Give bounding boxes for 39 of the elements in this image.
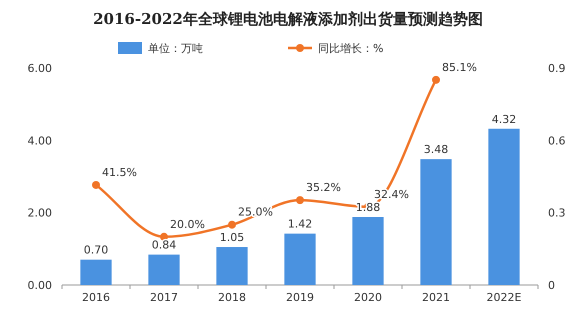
data-label: 1.05	[220, 231, 244, 244]
y-tick-label: 2.00	[28, 206, 52, 220]
data-label: 41.5%	[102, 166, 137, 179]
data-label: 4.32	[492, 112, 516, 126]
y-tick-label: 4.00	[28, 134, 52, 148]
bar	[148, 254, 180, 285]
data-label: 35.2%	[306, 181, 341, 194]
data-label: 0.70	[84, 244, 108, 257]
chart-title: 2016-2022年全球锂电池电解液添加剂出货量预测趋势图	[93, 10, 483, 28]
data-label: 1.42	[288, 218, 312, 231]
y-tick-label: 0.00	[28, 279, 52, 292]
x-tick-label: 2021	[422, 291, 450, 304]
y2-tick-label: 0	[548, 279, 555, 292]
legend-label: 单位：万吨	[148, 42, 203, 55]
x-tick-label: 2019	[286, 291, 314, 304]
point	[432, 76, 440, 84]
bar	[216, 247, 248, 285]
bar	[352, 217, 384, 285]
data-label: 0.84	[152, 238, 176, 252]
legend-label: 同比增长：%	[318, 42, 384, 55]
y2-tick-label: 0.3	[548, 206, 566, 220]
data-label: 85.1%	[442, 60, 477, 74]
point	[296, 196, 304, 204]
point	[92, 180, 100, 189]
point	[228, 220, 236, 229]
bar	[488, 128, 520, 285]
y-tick-label: 6.00	[28, 62, 52, 75]
x-tick-label: 2016	[82, 291, 110, 304]
bar	[80, 260, 112, 285]
bar	[420, 159, 452, 285]
x-tick-label: 2017	[150, 291, 178, 304]
bar	[284, 234, 316, 285]
data-label: 20.0%	[170, 218, 205, 231]
y2-tick-label: 0.6	[548, 134, 566, 148]
x-tick-label: 2020	[354, 291, 382, 304]
x-tick-label: 2018	[218, 291, 246, 304]
x-tick-label: 2022E	[486, 291, 522, 304]
y2-tick-label: 0.9	[548, 62, 566, 75]
data-label: 3.48	[424, 143, 448, 156]
